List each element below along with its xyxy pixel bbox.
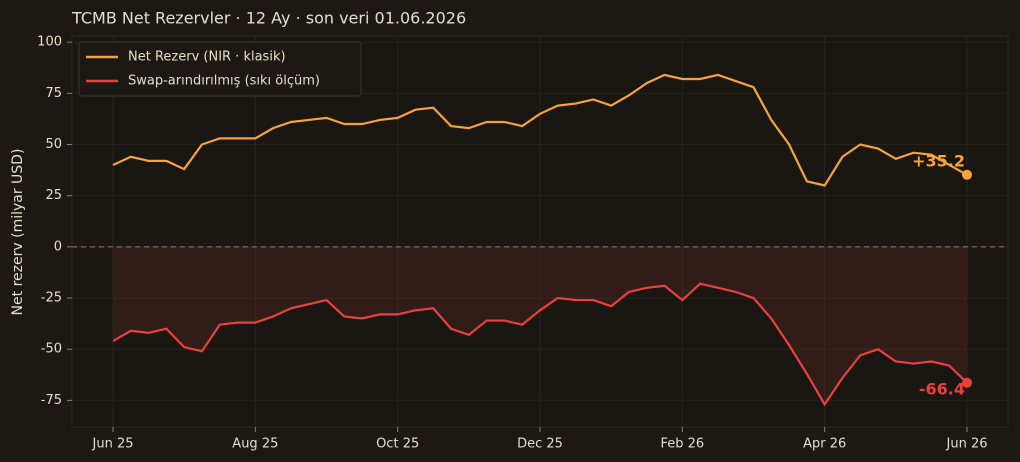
end-label: +35.2 <box>912 151 965 170</box>
y-tick-label: 0 <box>54 239 62 254</box>
y-axis-label: Net rezerv (milyar USD) <box>10 149 26 316</box>
end-label: -66.4 <box>919 379 965 398</box>
legend-label: Swap-arındırılmış (sıkı ölçüm) <box>128 74 320 89</box>
y-tick-label: -75 <box>41 393 62 408</box>
x-tick-label: Oct 25 <box>376 437 419 452</box>
y-tick-label: -50 <box>41 342 62 357</box>
end-point <box>962 377 972 388</box>
x-tick-label: Jun 26 <box>946 437 988 452</box>
y-tick-label: 25 <box>45 188 62 203</box>
y-tick-label: -25 <box>41 291 62 306</box>
y-tick-label: 100 <box>37 35 62 50</box>
line <box>112 73 968 187</box>
y-tick-label: 75 <box>45 86 62 101</box>
x-tick-label: Apr 26 <box>803 437 846 452</box>
x-tick-label: Jun 25 <box>92 437 134 452</box>
area <box>113 246 967 405</box>
legend-label: Net Rezerv (NIR · klasik) <box>128 50 286 65</box>
chart-title: TCMB Net Rezervler · 12 Ay · son veri 01… <box>71 9 466 28</box>
y-tick-label: 50 <box>45 137 62 152</box>
line <box>112 282 968 407</box>
x-tick-label: Aug 25 <box>232 437 278 452</box>
x-tick-label: Feb 26 <box>660 437 704 452</box>
legend-box <box>78 41 362 97</box>
x-tick-label: Dec 25 <box>517 437 563 452</box>
end-point <box>962 169 972 180</box>
